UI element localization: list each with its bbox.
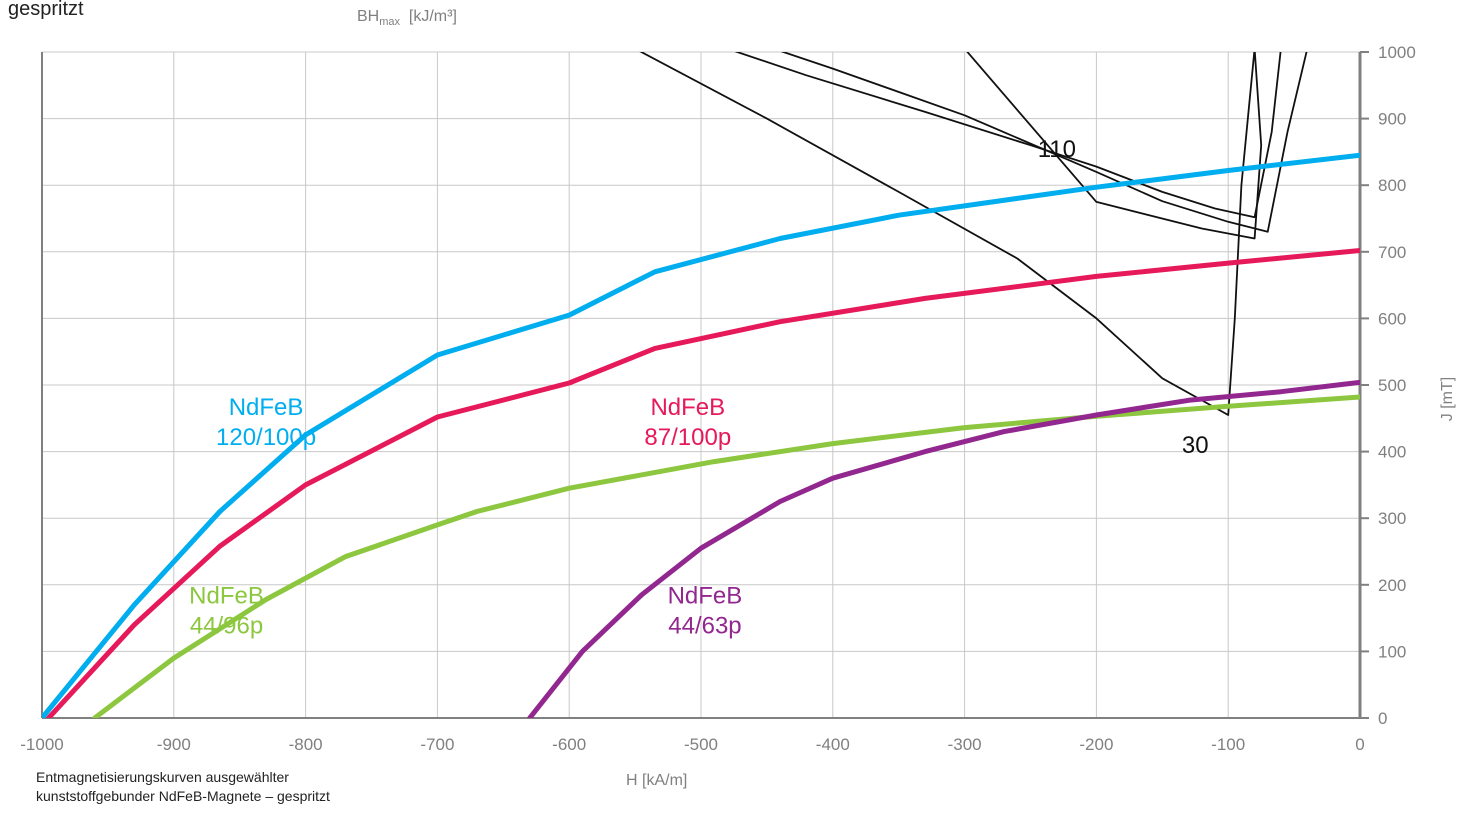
bh-contour-line: [734, 52, 1282, 219]
x-tick-label: -800: [289, 735, 323, 754]
series-line: [46, 248, 1360, 718]
x-tick-label: -700: [420, 735, 454, 754]
bh-max-axis-label: BHmax [kJ/m³]: [357, 8, 457, 28]
y-tick-label: 100: [1378, 642, 1406, 661]
y-tick-label: 200: [1378, 576, 1406, 595]
y-tick-label: 900: [1378, 110, 1406, 129]
top-note: gespritzt: [8, 0, 84, 20]
y-tick-label: 300: [1378, 509, 1406, 528]
series-label: 120/100p: [216, 424, 316, 451]
x-axis-label: H [kA/m]: [626, 772, 688, 789]
chart-caption: Entmagnetisierungskurven ausgewählter ku…: [36, 768, 456, 806]
bh-contour-line: [639, 52, 1256, 416]
series-line: [527, 379, 1360, 718]
y-tick-label: 600: [1378, 309, 1406, 328]
bh-contour-label: 110: [1038, 136, 1076, 163]
caption-line-1: Entmagnetisierungskurven ausgewählter: [36, 769, 289, 785]
series-label: 44/63p: [668, 612, 741, 639]
x-tick-label: -200: [1079, 735, 1113, 754]
bh-main: BH: [357, 8, 380, 25]
y-tick-label: 400: [1378, 443, 1406, 462]
series-label: NdFeB: [668, 582, 743, 609]
x-tick-label: -900: [157, 735, 191, 754]
x-tick-label: -600: [552, 735, 586, 754]
x-tick-label: -100: [1211, 735, 1245, 754]
x-tick-label: -1000: [20, 735, 63, 754]
y-tick-label: 800: [1378, 176, 1406, 195]
x-tick-label: 0: [1355, 735, 1364, 754]
x-tick-label: -300: [948, 735, 982, 754]
series-label: NdFeB: [189, 582, 264, 609]
y-tick-label: 500: [1378, 376, 1406, 395]
caption-line-2: kunststoffgebunder NdFeB-Magnete – gespr…: [36, 788, 330, 804]
y-tick-label: 0: [1378, 709, 1387, 728]
series-label: 44/96p: [190, 612, 263, 639]
series-line: [42, 152, 1360, 718]
series-label: NdFeB: [229, 394, 304, 421]
bh-sub: max: [379, 16, 401, 29]
y-tick-label: 1000: [1378, 43, 1416, 62]
x-tick-label: -500: [684, 735, 718, 754]
bh-contour-label: 30: [1182, 432, 1209, 459]
series-label: 87/100p: [644, 424, 731, 451]
y-tick-label: 700: [1378, 243, 1406, 262]
series-label: NdFeB: [650, 394, 725, 421]
y-axis-label: J [mT]: [1439, 376, 1456, 422]
x-tick-label: -400: [816, 735, 850, 754]
bh-unit: [kJ/m³]: [408, 8, 457, 25]
bh-contour-line: [966, 52, 1263, 240]
